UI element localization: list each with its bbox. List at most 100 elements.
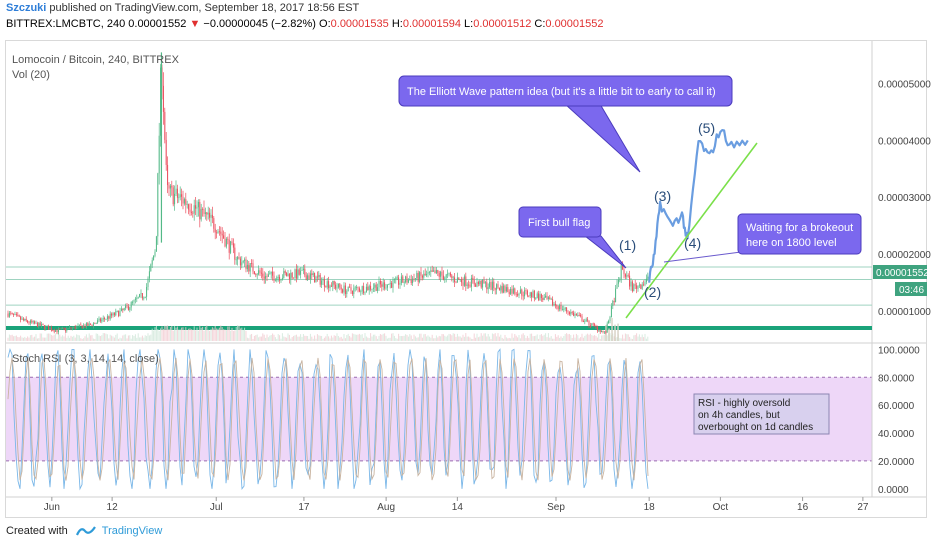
candle[interactable] (171, 185, 173, 188)
candle[interactable] (239, 258, 241, 266)
candle[interactable] (552, 299, 554, 306)
candle[interactable] (238, 257, 240, 259)
candle[interactable] (360, 291, 362, 293)
candle[interactable] (234, 247, 236, 260)
breakout-line[interactable] (663, 251, 742, 263)
candle[interactable] (59, 328, 61, 330)
candle[interactable] (430, 270, 432, 272)
candle[interactable] (35, 322, 37, 324)
candle[interactable] (202, 208, 204, 210)
candle[interactable] (323, 278, 325, 287)
candle[interactable] (25, 318, 27, 321)
candle[interactable] (346, 290, 348, 294)
candle[interactable] (540, 294, 542, 298)
candle[interactable] (375, 284, 377, 291)
candle[interactable] (244, 259, 246, 261)
candle[interactable] (230, 241, 232, 253)
candle[interactable] (424, 273, 426, 276)
candle[interactable] (616, 283, 618, 289)
candle[interactable] (409, 279, 411, 281)
candle[interactable] (34, 321, 36, 324)
candle[interactable] (269, 273, 271, 275)
candle[interactable] (118, 310, 120, 316)
candle[interactable] (192, 212, 194, 214)
candle[interactable] (561, 309, 563, 310)
candle[interactable] (335, 284, 337, 289)
candle[interactable] (147, 278, 149, 287)
candle[interactable] (553, 303, 555, 306)
candle[interactable] (330, 285, 332, 287)
candle[interactable] (246, 264, 248, 270)
candle[interactable] (454, 277, 456, 282)
candle[interactable] (391, 282, 393, 288)
candle[interactable] (599, 329, 601, 333)
candle[interactable] (363, 286, 365, 293)
candle[interactable] (563, 309, 565, 310)
candle[interactable] (214, 228, 216, 233)
candle[interactable] (95, 322, 97, 324)
candle[interactable] (370, 285, 372, 290)
candle[interactable] (434, 270, 436, 274)
candle[interactable] (423, 273, 425, 278)
candle[interactable] (368, 285, 370, 291)
candle[interactable] (111, 313, 113, 316)
candle[interactable] (447, 273, 449, 275)
candle[interactable] (462, 282, 464, 286)
candle[interactable] (105, 318, 107, 320)
candle[interactable] (78, 324, 80, 326)
candle[interactable] (225, 238, 227, 247)
candle[interactable] (227, 238, 229, 240)
elliott-callout[interactable] (398, 75, 733, 107)
candle[interactable] (42, 324, 44, 326)
candle[interactable] (413, 278, 415, 280)
candle[interactable] (39, 322, 41, 326)
candle[interactable] (339, 283, 341, 288)
candle[interactable] (140, 293, 142, 295)
candle[interactable] (41, 324, 43, 326)
candle[interactable] (428, 271, 430, 273)
candle[interactable] (195, 205, 197, 209)
candle[interactable] (232, 243, 234, 248)
stoch-k-line[interactable] (7, 347, 649, 491)
candle[interactable] (204, 212, 206, 214)
candle[interactable] (351, 290, 353, 294)
candle[interactable] (288, 273, 290, 280)
candle[interactable] (43, 325, 45, 329)
candle[interactable] (88, 323, 90, 326)
candle[interactable] (510, 288, 512, 295)
candle[interactable] (596, 326, 598, 331)
candle[interactable] (361, 286, 363, 292)
candle[interactable] (567, 311, 569, 313)
candle[interactable] (631, 281, 633, 292)
candle[interactable] (182, 196, 184, 204)
candle[interactable] (333, 280, 335, 285)
candle[interactable] (581, 316, 583, 322)
candle[interactable] (442, 275, 444, 280)
candle[interactable] (577, 315, 579, 316)
candle[interactable] (568, 312, 570, 315)
candle[interactable] (209, 212, 211, 218)
rsi-note[interactable] (693, 393, 830, 435)
candle[interactable] (13, 313, 15, 315)
candle[interactable] (8, 312, 10, 317)
candle[interactable] (420, 272, 422, 276)
candle[interactable] (337, 283, 339, 288)
candle[interactable] (45, 326, 47, 329)
candle[interactable] (46, 325, 48, 327)
candle[interactable] (638, 284, 640, 286)
candle[interactable] (165, 139, 167, 165)
candle[interactable] (316, 276, 318, 278)
candle[interactable] (290, 272, 292, 280)
candle[interactable] (11, 313, 13, 315)
candle[interactable] (626, 275, 628, 277)
candle[interactable] (491, 281, 493, 290)
candle[interactable] (476, 281, 478, 287)
candle[interactable] (452, 277, 454, 279)
candle[interactable] (644, 282, 646, 285)
candle[interactable] (385, 287, 387, 289)
candle[interactable] (511, 288, 513, 294)
candle[interactable] (508, 291, 510, 295)
candle[interactable] (199, 201, 201, 220)
candle[interactable] (15, 314, 17, 315)
candle[interactable] (169, 185, 171, 189)
